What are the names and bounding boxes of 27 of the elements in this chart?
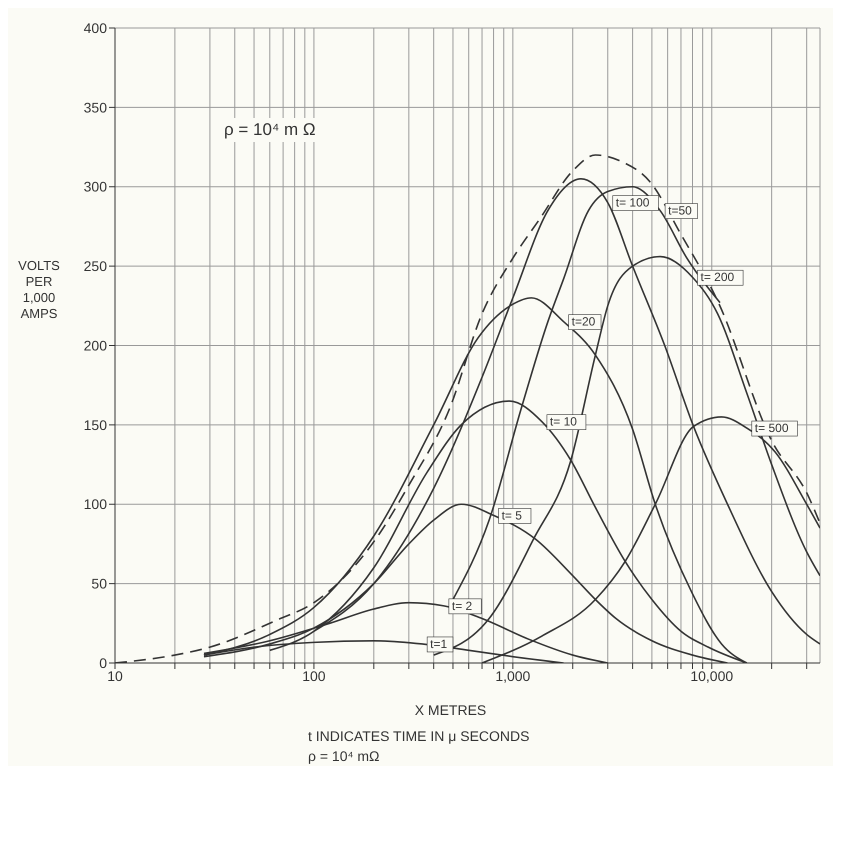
- series-label: t= 2: [452, 598, 473, 613]
- x-tick-label: 1,000: [495, 668, 531, 684]
- series-label: t= 100: [616, 196, 650, 210]
- y-tick-label: 150: [84, 416, 108, 433]
- series-label: t= 500: [754, 421, 789, 436]
- y-tick-label: 100: [84, 496, 108, 512]
- series-label: t= 200: [700, 270, 735, 284]
- x-axis-title: X METRES: [414, 702, 488, 718]
- series-label: t= 10: [550, 414, 578, 429]
- y-tick-label: 350: [84, 99, 108, 116]
- x-tick-label: 10,000: [690, 668, 734, 684]
- series-label: t=20: [572, 314, 596, 329]
- series-label: t= 5: [502, 508, 522, 522]
- annotation: ρ = 10⁴ m Ω: [220, 118, 320, 142]
- text: t INDICATES TIME IN μ SECONDS: [308, 727, 530, 746]
- y-tick-label: 250: [84, 258, 108, 274]
- y-axis-title: VOLTS PER 1,000 AMPS: [17, 258, 61, 322]
- y-tick-label: 300: [84, 178, 108, 195]
- series-label: t=1: [430, 636, 448, 651]
- y-tick-label: 200: [84, 337, 108, 354]
- y-tick-label: 0: [99, 654, 108, 671]
- text: ρ = 10⁴ mΩ: [308, 747, 381, 766]
- y-tick-label: 50: [91, 576, 108, 592]
- y-tick-label: 400: [84, 20, 108, 36]
- x-tick-label: 100: [302, 668, 326, 684]
- x-tick-label: 10: [107, 668, 123, 684]
- legend-label: t=50: [668, 204, 692, 218]
